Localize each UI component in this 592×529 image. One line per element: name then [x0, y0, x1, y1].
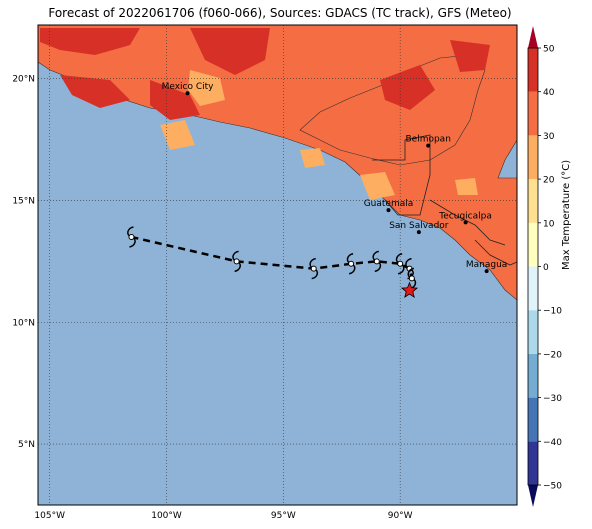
- warm-zone: [360, 172, 395, 200]
- hot-zone: [450, 40, 490, 72]
- tropical-storm-icon: [372, 250, 382, 273]
- warm-zone: [160, 120, 195, 150]
- tropical-storm-icon: [309, 257, 319, 280]
- city-marker: [484, 269, 489, 274]
- colorbar-tick-label: −50: [543, 482, 562, 492]
- city-marker: [386, 208, 391, 213]
- colorbar-tick-label: 10: [543, 219, 555, 229]
- colorbar-segment: [528, 353, 538, 398]
- yucatan-peninsula: [299, 54, 486, 166]
- x-tick-label: 95°W: [271, 511, 296, 521]
- x-tick-label: 100°W: [151, 511, 182, 521]
- hot-zone: [150, 80, 200, 120]
- colorbar-tick-label: 20: [543, 176, 555, 186]
- colorbar-segment: [528, 397, 538, 442]
- cities-layer: Mexico City Belmopan Guatemala TecugicalpaS…: [162, 82, 507, 274]
- city-marker: [426, 143, 431, 148]
- land-layer: [38, 25, 517, 301]
- colorbar-label: Max Temperature (°C): [561, 159, 572, 270]
- city-label: San Salvador: [389, 221, 449, 231]
- colorbar-tick-label: 30: [543, 132, 555, 142]
- colorbar: 50 40 30 20 10 0 −10 −20 −30 −40 −50: [527, 26, 562, 507]
- city-marker: [463, 220, 468, 225]
- city-label: Mexico City: [162, 82, 215, 92]
- colorbar-segment: [528, 441, 538, 485]
- y-tick-label: 15°N: [12, 196, 35, 206]
- x-tick-label: 105°W: [34, 511, 65, 521]
- storm-track-layer: [127, 226, 419, 298]
- honduras-border: [429, 199, 506, 246]
- tropical-storm-icon: [232, 250, 241, 273]
- warm-zone: [455, 178, 478, 195]
- city-marker: [416, 230, 421, 235]
- x-tick-label: 90°W: [388, 511, 413, 521]
- colorbar-tick-label: −20: [543, 350, 562, 360]
- city-label: Belmopan: [405, 135, 450, 145]
- storm-center: [348, 260, 355, 267]
- colorbar-segment: [528, 310, 538, 354]
- warm-zone: [300, 148, 325, 168]
- map-frame: [37, 24, 518, 506]
- guatemala-border: [372, 134, 431, 216]
- y-tick-label: 5°N: [18, 440, 35, 450]
- colorbar-tick-label: −40: [543, 438, 562, 448]
- storm-center: [373, 258, 380, 265]
- colorbar-segment: [528, 135, 538, 180]
- storm-center: [310, 265, 317, 272]
- colorbar-segment: [528, 266, 538, 311]
- city-marker: [185, 91, 190, 96]
- y-tick-label: 20°N: [12, 75, 35, 85]
- colorbar-segment: [528, 48, 538, 92]
- nicaragua-border: [474, 239, 517, 266]
- storm-center: [397, 260, 404, 267]
- colorbar-extend-min: [528, 485, 538, 507]
- colorbar-segment: [528, 91, 538, 136]
- storm-center: [128, 233, 135, 240]
- city-label: Tecugicalpa: [438, 211, 492, 221]
- hot-zone: [60, 75, 130, 108]
- current-position-star-icon: [400, 281, 419, 298]
- storm-center: [408, 275, 415, 282]
- map-title: Forecast of 2022061706 (f060-066), Sourc…: [48, 6, 512, 20]
- storm-center: [233, 258, 240, 265]
- warm-zone: [188, 70, 225, 106]
- hot-zone: [380, 65, 435, 110]
- city-label: Guatemala: [364, 199, 414, 209]
- colorbar-segment: [528, 179, 538, 223]
- axis-ticks: 105°W 100°W 95°W 90°W 20°N 15°N 10°N 5°N: [12, 75, 412, 521]
- colorbar-extend-max: [528, 26, 538, 48]
- y-tick-label: 10°N: [12, 318, 35, 328]
- colorbar-tick-label: 50: [543, 45, 555, 55]
- city-label: Managua: [466, 260, 507, 270]
- tropical-storm-icon: [395, 253, 405, 275]
- hot-zone: [40, 28, 140, 55]
- colorbar-tick-label: −10: [543, 307, 562, 317]
- tropical-storm-icon: [127, 226, 136, 248]
- colorbar-segment: [528, 222, 538, 267]
- colorbar-tick-label: 0: [543, 263, 549, 273]
- colorbar-tick-label: −30: [543, 394, 562, 404]
- colorbar-tick-label: 40: [543, 88, 555, 98]
- tropical-storm-icon: [346, 253, 356, 275]
- hot-zone: [190, 28, 270, 75]
